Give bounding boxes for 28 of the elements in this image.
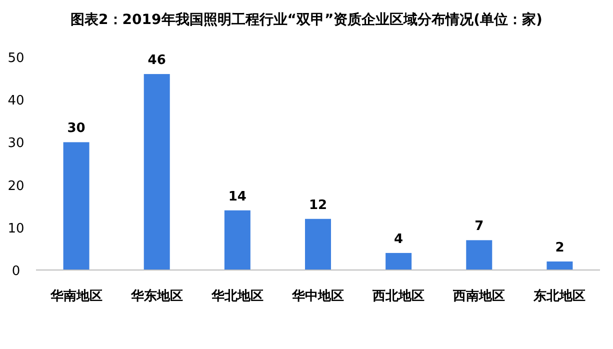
bar [63, 142, 90, 270]
y-tick-label: 30 [8, 136, 24, 152]
y-tick-label: 40 [8, 94, 24, 109]
data-label: 12 [308, 198, 328, 213]
bar [144, 74, 170, 270]
x-tick-label: 西南地区 [452, 289, 506, 304]
bar [466, 240, 492, 270]
x-tick-label: 华中地区 [291, 289, 344, 304]
bar [305, 218, 331, 270]
bar [546, 261, 573, 270]
x-tick-label: 华北地区 [210, 289, 264, 304]
x-tick-label: 华南地区 [49, 289, 102, 304]
data-label: 2 [555, 240, 564, 256]
data-label: 14 [228, 189, 246, 204]
y-tick-label: 20 [8, 178, 24, 194]
y-tick-label: 0 [12, 264, 20, 279]
bar [386, 252, 412, 270]
y-tick-label: 50 [8, 51, 24, 66]
chart-title: 图表2：2019年我国照明工程行业“双甲”资质企业区域分布情况(单位：家) [70, 11, 542, 28]
data-label: 7 [474, 219, 484, 234]
data-label: 46 [148, 53, 166, 68]
data-label: 4 [394, 232, 404, 247]
y-tick-label: 10 [8, 221, 24, 236]
x-tick-label: 西北地区 [372, 289, 425, 304]
x-tick-label: 东北地区 [532, 288, 586, 304]
data-label: 30 [67, 121, 86, 136]
x-tick-label: 华东地区 [130, 288, 183, 304]
bar [224, 210, 250, 270]
